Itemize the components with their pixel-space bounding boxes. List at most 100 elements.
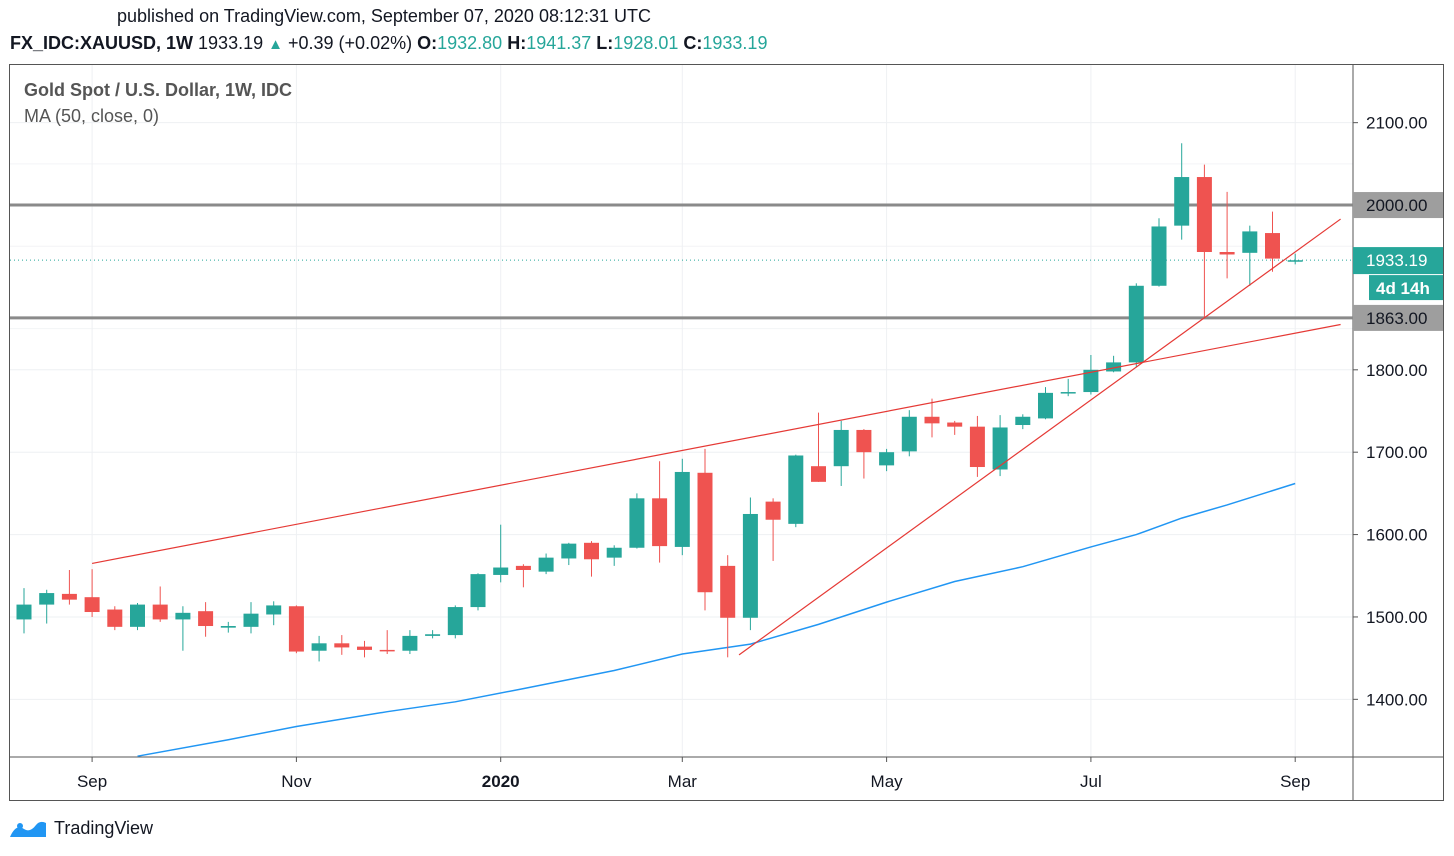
candle-body [311, 643, 327, 651]
candle-body [515, 565, 531, 570]
candle-body [198, 611, 214, 627]
candle-body [901, 416, 917, 452]
ohlc-header: FX_IDC:XAUUSD, 1W 1933.19 ▲ +0.39 (+0.02… [10, 33, 767, 54]
candle-body [674, 471, 690, 547]
price-change: +0.39 (+0.02%) [288, 33, 413, 53]
y-tick-label: 1500.00 [1366, 608, 1427, 627]
candle-body [266, 605, 282, 615]
x-tick-label: Mar [668, 772, 698, 791]
candle-body [765, 501, 781, 520]
level-badge-label: 2000.00 [1366, 196, 1427, 215]
candle-body [1265, 233, 1280, 259]
x-tick-label: May [871, 772, 904, 791]
open-value: 1932.80 [437, 33, 503, 53]
candle-body [584, 542, 599, 560]
candle-body [629, 498, 645, 548]
candle-body [720, 565, 736, 618]
candle-body [1106, 362, 1122, 372]
candle-body [606, 547, 622, 558]
up-arrow-icon: ▲ [268, 36, 283, 53]
candle-body [1038, 392, 1053, 419]
candle-body [538, 557, 554, 572]
candle-body [788, 455, 804, 524]
y-tick-label: 1800.00 [1366, 361, 1427, 380]
candle-body [1219, 252, 1235, 255]
x-tick-label: Sep [1280, 772, 1310, 791]
candle-body [152, 604, 168, 620]
candle-body [697, 472, 713, 593]
y-tick-label: 2100.00 [1366, 114, 1427, 133]
candle-body [130, 604, 145, 627]
x-tick-label: 2020 [482, 772, 520, 791]
trendline [91, 323, 1341, 564]
last-price: 1933.19 [198, 33, 264, 53]
trendline [738, 218, 1341, 656]
candle-body [1242, 231, 1258, 253]
tradingview-brand: TradingView [8, 817, 153, 839]
symbol-label: FX_IDC:XAUUSD, 1W [10, 33, 194, 53]
candle-body [924, 416, 940, 424]
candle-body [1287, 260, 1303, 262]
candle-body [288, 606, 304, 652]
level-badge-label: 1863.00 [1366, 309, 1427, 328]
candle-body [425, 634, 441, 636]
close-value: 1933.19 [702, 33, 768, 53]
candle-body [243, 613, 259, 627]
x-tick-label: Nov [281, 772, 312, 791]
candle-body [16, 604, 32, 620]
x-tick-label: Jul [1080, 772, 1102, 791]
candle-body [39, 593, 55, 605]
candle-body [1151, 226, 1167, 286]
candle-body [811, 466, 826, 482]
candle-body [742, 513, 758, 618]
close-label: C: [683, 33, 703, 53]
chart-legend-title: Gold Spot / U.S. Dollar, 1W, IDC [24, 80, 293, 100]
countdown-label: 4d 14h [1376, 279, 1430, 298]
low-value: 1928.01 [613, 33, 679, 53]
candle-body [357, 646, 372, 650]
level-badge [1353, 192, 1443, 219]
candle-body [947, 422, 963, 427]
y-tick-label: 1600.00 [1366, 526, 1427, 545]
y-tick-label: 1700.00 [1366, 443, 1427, 462]
candle-body [470, 574, 486, 608]
candle-body [379, 649, 395, 652]
candle-body [1060, 392, 1076, 394]
candle-body [107, 609, 123, 627]
candle-body [561, 543, 577, 559]
candle-body [175, 612, 191, 620]
candle-body [652, 498, 668, 547]
candle-body [1174, 177, 1190, 226]
high-value: 1941.37 [526, 33, 592, 53]
indicator-legend: MA (50, close, 0) [24, 106, 160, 126]
candle-body [1196, 177, 1212, 253]
open-label: O: [417, 33, 438, 53]
candle-body [334, 643, 350, 648]
last-price-badge [1353, 247, 1443, 275]
candle-body [220, 626, 236, 628]
y-tick-label: 1400.00 [1366, 690, 1427, 709]
chart-panel[interactable] [9, 64, 1444, 801]
high-label: H: [507, 33, 527, 53]
last-price-badge-label: 1933.19 [1366, 251, 1427, 270]
brand-name: TradingView [54, 817, 154, 838]
candle-body [992, 427, 1008, 470]
candle-body [493, 567, 509, 575]
candle-body [1015, 416, 1031, 426]
candle-body [1083, 369, 1099, 393]
low-label: L: [596, 33, 614, 53]
candle-body [856, 429, 872, 453]
published-info: published on TradingView.com, September … [117, 6, 652, 26]
candle-body [61, 593, 77, 600]
candle-body [84, 597, 100, 613]
candle-body [879, 452, 895, 466]
x-tick-label: Sep [77, 772, 107, 791]
candle-body [833, 429, 849, 467]
candle-body [1128, 285, 1144, 363]
candle-body [447, 607, 463, 636]
tradingview-logo-icon [10, 821, 46, 837]
moving-average-line [137, 482, 1296, 757]
countdown-badge [1369, 275, 1443, 301]
candle-body [969, 426, 985, 468]
